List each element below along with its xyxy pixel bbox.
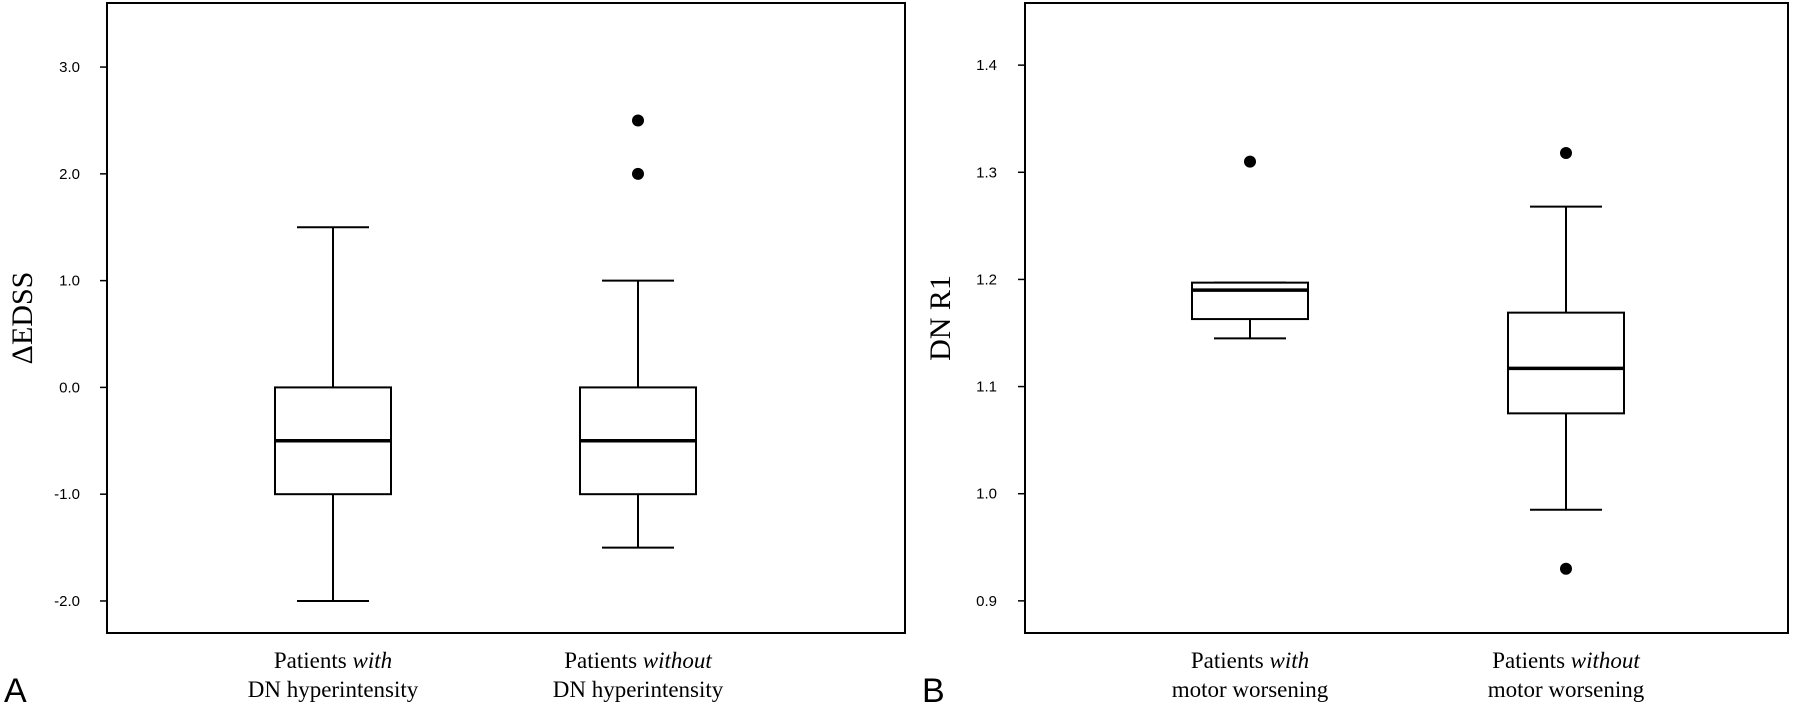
outlier-point <box>632 167 644 180</box>
y-tick-label: 1.1 <box>976 379 997 396</box>
category-label-line1: Patients with <box>1191 648 1309 673</box>
outlier-point <box>1560 147 1572 159</box>
plot-frame <box>106 2 906 634</box>
category-label-line1: Patients without <box>564 648 712 673</box>
category-label-line2: DN hyperintensity <box>248 677 419 702</box>
y-tick-label: -1.0 <box>54 486 80 503</box>
y-tick-label: -2.0 <box>54 593 80 610</box>
panel-b-chart: 1.4 1.3 1.2 1.1 1.0 0.9 DN R1 Patients with moto… <box>924 2 1789 702</box>
y-tick-label: 3.0 <box>59 59 80 76</box>
outlier-point <box>632 114 644 127</box>
panel-a-letter: A <box>4 672 27 709</box>
category-label-line2: DN hyperintensity <box>553 677 724 702</box>
y-tick-label: 2.0 <box>59 166 80 183</box>
plot-frame <box>1024 2 1789 634</box>
iqr-box <box>1507 311 1625 415</box>
y-tick-label: 1.3 <box>976 164 997 181</box>
y-axis-label: ΔEDSS <box>6 272 39 365</box>
panel-b-letter: B <box>922 672 945 709</box>
panel-a-chart: 3.0 2.0 1.0 0.0 -1.0 -2.0 ΔEDSS Patients with DN… <box>6 2 906 702</box>
category-label-line2: motor worsening <box>1488 677 1645 702</box>
y-tick-label: 1.0 <box>59 273 80 290</box>
y-tick-label: 1.0 <box>976 486 997 503</box>
y-tick-label: 0.0 <box>59 379 80 396</box>
outlier-point <box>1244 155 1256 168</box>
category-label-line1: Patients with <box>274 648 392 673</box>
iqr-box <box>1191 281 1309 321</box>
y-tick-label: 0.9 <box>976 593 997 610</box>
y-tick-label: 1.2 <box>976 271 997 288</box>
y-axis-label: DN R1 <box>924 275 957 361</box>
outlier-point <box>1560 562 1572 575</box>
category-label-line1: Patients without <box>1492 648 1640 673</box>
y-tick-label: 1.4 <box>976 57 997 74</box>
category-label-line2: motor worsening <box>1172 677 1329 702</box>
